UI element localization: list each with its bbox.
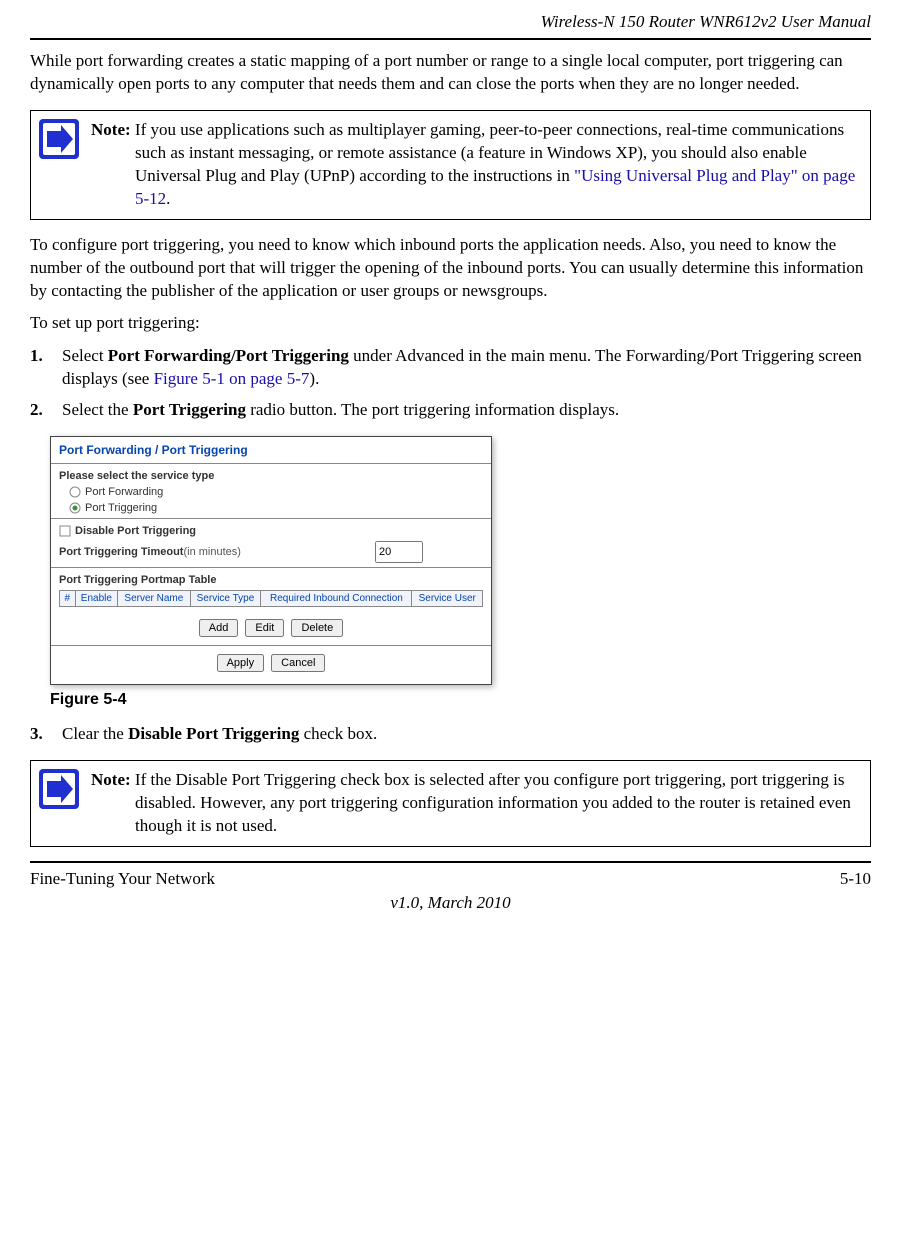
- ss-disable-check-row[interactable]: Disable Port Triggering: [51, 521, 491, 539]
- ss-timeout-mins: (in minutes): [183, 546, 240, 558]
- step-2-t1: Select the: [62, 400, 133, 419]
- ss-th-num: #: [60, 591, 76, 607]
- step-3-t2: check box.: [299, 724, 377, 743]
- step-1-t3: ).: [309, 369, 319, 388]
- ss-timeout-label: Port Triggering Timeout: [59, 546, 183, 558]
- ss-portmap-table: # Enable Server Name Service Type Requir…: [59, 590, 483, 607]
- ss-cancel-button[interactable]: Cancel: [271, 654, 325, 672]
- ss-panel-title: Port Forwarding / Port Triggering: [51, 437, 491, 461]
- ss-disable-label: Disable Port Triggering: [75, 525, 196, 537]
- ss-edit-button[interactable]: Edit: [245, 619, 284, 637]
- radio-checked-icon: [69, 502, 81, 514]
- note2-label: Note:: [91, 770, 131, 789]
- ss-radio-triggering-label: Port Triggering: [85, 502, 157, 514]
- intro-paragraph: While port forwarding creates a static m…: [30, 50, 871, 96]
- step-3-b1: Disable Port Triggering: [128, 724, 299, 743]
- ss-th-user: Service User: [412, 591, 483, 607]
- ss-th-required: Required Inbound Connection: [261, 591, 412, 607]
- step-1-b1: Port Forwarding/Port Triggering: [108, 346, 349, 365]
- manual-title: Wireless-N 150 Router WNR612v2 User Manu…: [30, 12, 871, 32]
- step-3-t1: Clear the: [62, 724, 128, 743]
- header-rule: [30, 38, 871, 40]
- screenshot-panel: Port Forwarding / Port Triggering Please…: [50, 436, 492, 685]
- note1-text-b: .: [166, 189, 170, 208]
- ss-radio-triggering-row[interactable]: Port Triggering: [51, 500, 491, 516]
- radio-unchecked-icon: [69, 486, 81, 498]
- step-1-num: 1.: [30, 345, 62, 391]
- figure-caption: Figure 5-4: [50, 691, 871, 709]
- note-box-2: Note: If the Disable Port Triggering che…: [30, 760, 871, 847]
- step-3: 3. Clear the Disable Port Triggering che…: [30, 723, 871, 746]
- step-1-t1: Select: [62, 346, 108, 365]
- ss-th-server: Server Name: [118, 591, 190, 607]
- ss-portmap-label: Port Triggering Portmap Table: [51, 570, 491, 588]
- checkbox-unchecked-icon: [59, 525, 71, 537]
- step-2: 2. Select the Port Triggering radio butt…: [30, 399, 871, 422]
- note2-text: If the Disable Port Triggering check box…: [131, 770, 851, 835]
- ss-service-type-label: Please select the service type: [51, 466, 491, 484]
- ss-radio-forwarding-label: Port Forwarding: [85, 486, 163, 498]
- ss-radio-forwarding-row[interactable]: Port Forwarding: [51, 484, 491, 500]
- footer-rule: [30, 861, 871, 863]
- note-arrow-icon: [37, 117, 81, 161]
- ss-timeout-input[interactable]: [375, 541, 423, 563]
- step-1-link[interactable]: Figure 5-1 on page 5-7: [154, 369, 310, 388]
- step-3-num: 3.: [30, 723, 62, 746]
- step-2-b1: Port Triggering: [133, 400, 246, 419]
- step-1: 1. Select Port Forwarding/Port Triggerin…: [30, 345, 871, 391]
- ss-delete-button[interactable]: Delete: [291, 619, 343, 637]
- ss-th-service: Service Type: [190, 591, 261, 607]
- note1-label: Note:: [91, 120, 131, 139]
- config-paragraph: To configure port triggering, you need t…: [30, 234, 871, 303]
- setup-heading: To set up port triggering:: [30, 312, 871, 335]
- step-2-num: 2.: [30, 399, 62, 422]
- ss-apply-button[interactable]: Apply: [217, 654, 265, 672]
- ss-add-button[interactable]: Add: [199, 619, 239, 637]
- step-2-t2: radio button. The port triggering inform…: [246, 400, 619, 419]
- ss-th-enable: Enable: [75, 591, 118, 607]
- footer-right: 5-10: [840, 869, 871, 889]
- footer-center: v1.0, March 2010: [30, 893, 871, 913]
- note-box-1: Note: If you use applications such as mu…: [30, 110, 871, 220]
- footer-left: Fine-Tuning Your Network: [30, 869, 215, 889]
- note-arrow-icon: [37, 767, 81, 811]
